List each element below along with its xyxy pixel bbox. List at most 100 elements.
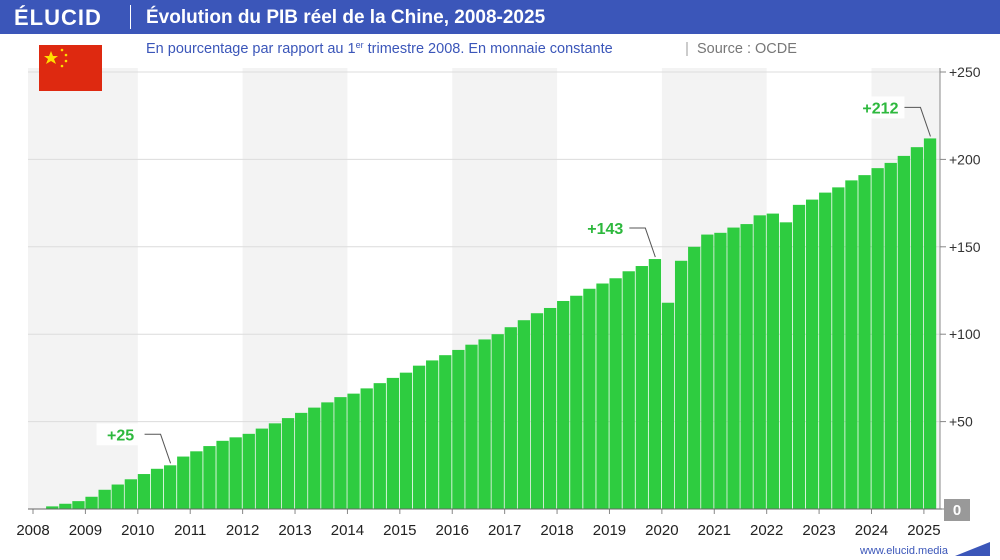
bar [792, 204, 806, 509]
bars [46, 138, 937, 510]
value-label-bg [581, 217, 630, 240]
bar [177, 456, 190, 509]
x-tick-label: 2017 [488, 522, 521, 539]
bar [426, 360, 439, 509]
x-tick-label: 2025 [907, 522, 940, 539]
bar [648, 259, 662, 509]
subtitle-sup: er [356, 40, 364, 50]
bar [635, 266, 648, 509]
x-tick-label: 2011 [174, 522, 206, 539]
x-tick-label: 2019 [593, 522, 626, 539]
bar [491, 334, 504, 509]
bar [98, 489, 111, 509]
bar [321, 402, 334, 509]
bar [111, 484, 124, 509]
bar [674, 260, 688, 509]
bar [819, 192, 832, 509]
subtitle-part: trimestre 2008. En monnaie constante [364, 41, 613, 57]
bar [504, 327, 517, 509]
header: ÉLUCID Évolution du PIB réel de la Chine… [0, 0, 1000, 34]
bar [46, 506, 59, 509]
bar [164, 465, 177, 509]
bar [884, 162, 897, 509]
bar [255, 428, 269, 509]
bar [412, 365, 426, 509]
bar [897, 155, 910, 510]
bar [845, 180, 858, 509]
flag-star [60, 64, 64, 68]
bar [439, 355, 452, 509]
x-tick-label: 2013 [278, 522, 311, 539]
x-tick-label: 2023 [802, 522, 835, 539]
bar [753, 215, 766, 509]
labels: 0 +50 +100 +150 +200 +250 2008 2009 2010 +25 2011 2… [16, 64, 980, 539]
y-tick-label: +100 [949, 326, 981, 342]
value-label: +212 [862, 100, 898, 117]
bar [203, 446, 216, 509]
bar [779, 222, 793, 509]
bar [72, 501, 85, 509]
leader-line [629, 227, 656, 258]
flag-star [64, 53, 68, 57]
x-tick-label: 2018 [540, 522, 573, 539]
bar [334, 397, 347, 509]
bar [543, 307, 557, 509]
y-tick-label: +250 [949, 64, 981, 80]
bar [570, 295, 583, 509]
separator [130, 5, 131, 29]
bar [805, 199, 819, 509]
source: Source : OCDE [697, 41, 797, 57]
bar [281, 418, 295, 509]
bar [701, 234, 714, 509]
value-label-bg [96, 423, 145, 446]
bar [373, 383, 386, 509]
bar [622, 271, 635, 509]
zero-box [944, 499, 970, 521]
flag-star [64, 59, 68, 63]
x-tick-label: 2015 [383, 522, 416, 539]
footer-mark [955, 542, 990, 556]
x-tick-label: 2009 [69, 522, 102, 539]
x-tick-label: 2010 [121, 522, 154, 539]
bar [308, 407, 321, 509]
bar [596, 283, 609, 509]
bar [661, 302, 675, 509]
subtitle-part: En pourcentage par rapport au 1 [146, 41, 356, 57]
x-tick-label: 2024 [855, 522, 888, 539]
bar [609, 278, 622, 509]
y-tick-label: +50 [949, 414, 973, 430]
x-tick-label: 2014 [331, 522, 364, 539]
bar [347, 393, 360, 509]
value-label: +143 [587, 221, 623, 238]
bar [740, 224, 753, 510]
x-tick-label: 2020 [645, 522, 678, 539]
bar [399, 372, 413, 509]
value-label: +25 [107, 427, 134, 444]
flag-field [39, 45, 102, 91]
bar [360, 388, 373, 509]
bar [557, 300, 570, 509]
y-tick-label: +200 [949, 151, 981, 167]
bar [832, 187, 845, 510]
bar [688, 246, 701, 510]
flag [39, 45, 102, 91]
subtitle: En pourcentage par rapport au 1er trimes… [146, 40, 613, 57]
flag-star [60, 48, 64, 52]
bar [530, 313, 544, 509]
brand: ÉLUCID [14, 5, 102, 30]
bar [59, 503, 72, 509]
leader-line [144, 433, 172, 464]
bar [190, 451, 203, 509]
y-tick-label: +150 [949, 239, 981, 255]
bar [242, 433, 255, 509]
x-tick-label: 2021 [698, 522, 731, 539]
footer-bg [0, 541, 1000, 560]
bar [452, 349, 465, 509]
bar [150, 468, 164, 509]
value-label-bg [856, 96, 905, 119]
chart: 0 +50 +100 +150 +200 +250 2008 2009 2010 +25 2011 2… [0, 40, 1000, 560]
bar [216, 440, 229, 509]
x-tick-label: 2012 [226, 522, 259, 539]
bar [910, 147, 924, 509]
